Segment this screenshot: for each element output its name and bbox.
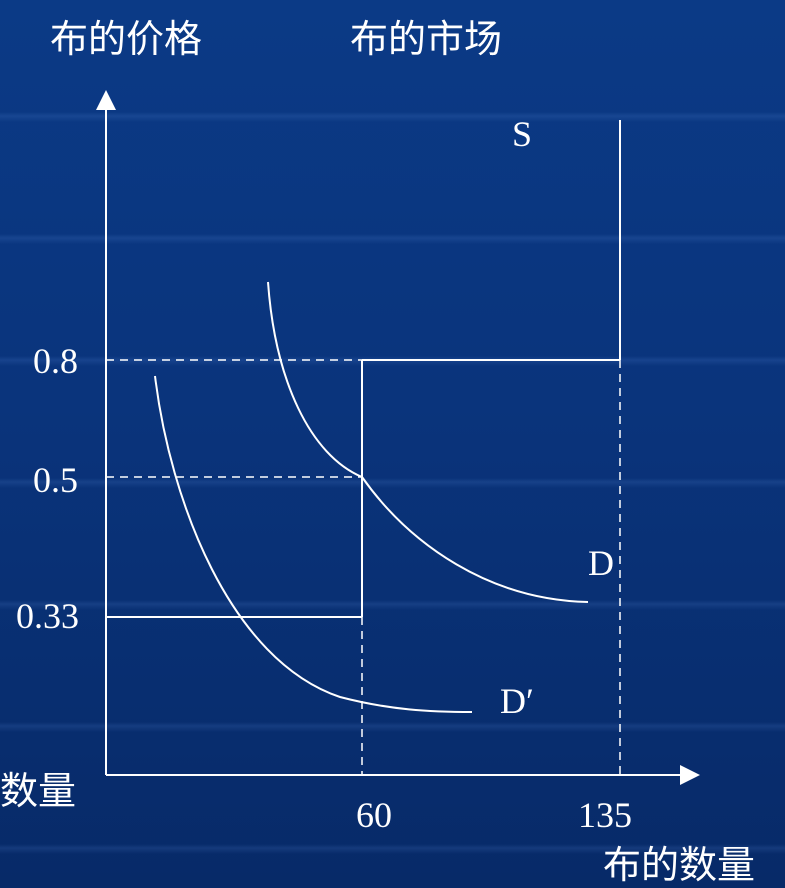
x-tick-60: 60 xyxy=(356,795,392,835)
demand-curve-d-prime xyxy=(154,375,473,713)
demand-shifted-label: D′ xyxy=(500,681,534,721)
y-tick-0.33: 0.33 xyxy=(16,596,79,636)
x-axis-arrow xyxy=(680,765,700,785)
partial-left-label: 数量 xyxy=(0,769,77,813)
x-tick-135: 135 xyxy=(578,795,632,835)
x-axis-title: 布的数量 xyxy=(603,843,756,887)
y-axis-arrow xyxy=(96,90,116,110)
supply-label: S xyxy=(512,114,533,154)
y-axis-title: 布的价格 xyxy=(50,17,203,61)
demand-curve-d xyxy=(267,281,589,603)
demand-label: D xyxy=(588,543,614,583)
y-tick-0.5: 0.5 xyxy=(33,460,78,500)
chart-title: 布的市场 xyxy=(350,17,503,61)
y-tick-0.8: 0.8 xyxy=(33,341,78,381)
